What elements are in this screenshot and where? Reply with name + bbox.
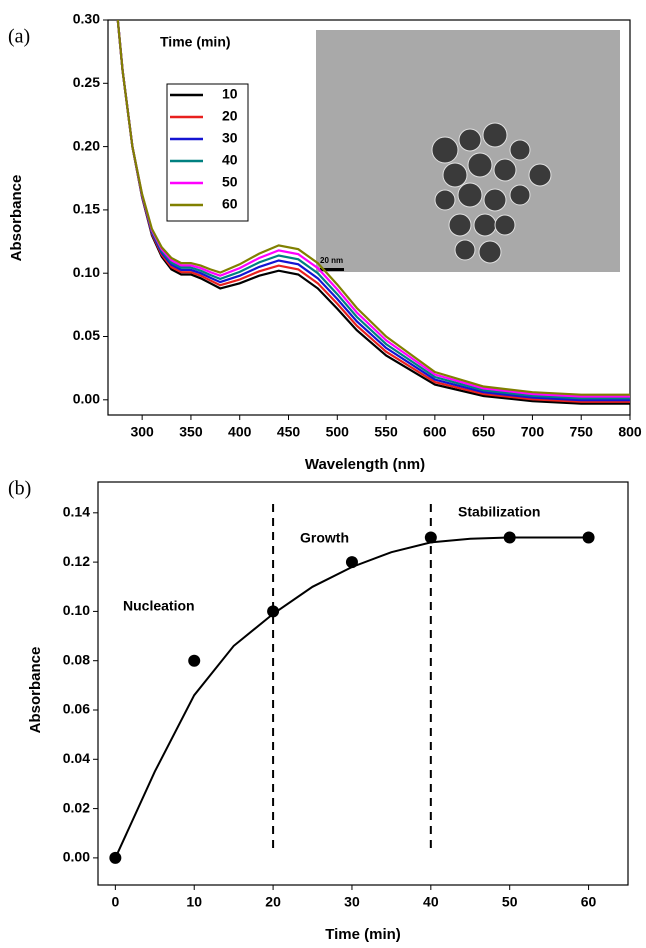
tem-inset: [316, 30, 620, 272]
x-tick-label: 650: [472, 424, 496, 440]
y-tick-label: 0.10: [63, 602, 90, 618]
x-tick-label: 700: [521, 424, 545, 440]
data-point: [267, 605, 279, 617]
y-tick-label: 0.00: [63, 849, 90, 865]
plot-frame: [98, 482, 628, 885]
y-tick-label: 0.08: [63, 651, 90, 667]
x-tick-label: 30: [344, 894, 360, 910]
fit-curve: [115, 538, 588, 858]
x-tick-label: 750: [570, 424, 594, 440]
y-tick-label: 0.15: [73, 201, 100, 217]
x-tick-label: 350: [179, 424, 203, 440]
data-point: [425, 531, 437, 543]
x-tick-label: 50: [502, 894, 518, 910]
legend-label: 60: [222, 196, 238, 212]
y-tick-label: 0.14: [63, 504, 90, 520]
y-tick-label: 0.05: [73, 327, 100, 343]
x-tick-label: 60: [581, 894, 597, 910]
x-tick-label: 10: [186, 894, 202, 910]
y-tick-label: 0.20: [73, 137, 100, 153]
x-tick-label: 40: [423, 894, 439, 910]
x-axis-label: Time (min): [325, 926, 401, 943]
y-tick-label: 0.02: [63, 799, 90, 815]
y-axis-label: Absorbance: [8, 175, 25, 262]
x-tick-label: 450: [277, 424, 301, 440]
x-axis-label: Wavelength (nm): [305, 456, 425, 473]
figure: (a) (b) 20 nm Time (min) Wavelength (nm)…: [0, 0, 646, 943]
x-tick-label: 550: [374, 424, 398, 440]
panel-label: (a): [8, 26, 30, 48]
legend-label: 30: [222, 130, 238, 146]
panel-label: (b): [8, 478, 31, 500]
x-tick-label: 400: [228, 424, 252, 440]
annotation: Stabilization: [458, 504, 540, 520]
legend-label: 10: [222, 86, 238, 102]
y-tick-label: 0.04: [63, 750, 90, 766]
y-tick-label: 0.00: [73, 391, 100, 407]
legend-label: 50: [222, 174, 238, 190]
x-tick-label: 0: [111, 894, 119, 910]
data-point: [583, 531, 595, 543]
x-tick-label: 500: [326, 424, 350, 440]
x-tick-label: 800: [618, 424, 642, 440]
legend-label: 20: [222, 108, 238, 124]
x-tick-label: 600: [423, 424, 447, 440]
y-tick-label: 0.25: [73, 74, 100, 90]
inset-scale-label: 20 nm: [320, 256, 343, 265]
annotation: Growth: [300, 530, 349, 546]
y-axis-label: Absorbance: [27, 647, 44, 734]
y-tick-label: 0.12: [63, 553, 90, 569]
data-point: [504, 531, 516, 543]
y-tick-label: 0.10: [73, 264, 100, 280]
x-tick-label: 20: [265, 894, 281, 910]
x-tick-label: 300: [130, 424, 154, 440]
y-tick-label: 0.30: [73, 11, 100, 27]
data-point: [188, 655, 200, 667]
legend-title: Time (min): [160, 34, 231, 50]
annotation: Nucleation: [123, 598, 195, 614]
data-point: [109, 852, 121, 864]
data-point: [346, 556, 358, 568]
y-tick-label: 0.06: [63, 701, 90, 717]
legend-label: 40: [222, 152, 238, 168]
